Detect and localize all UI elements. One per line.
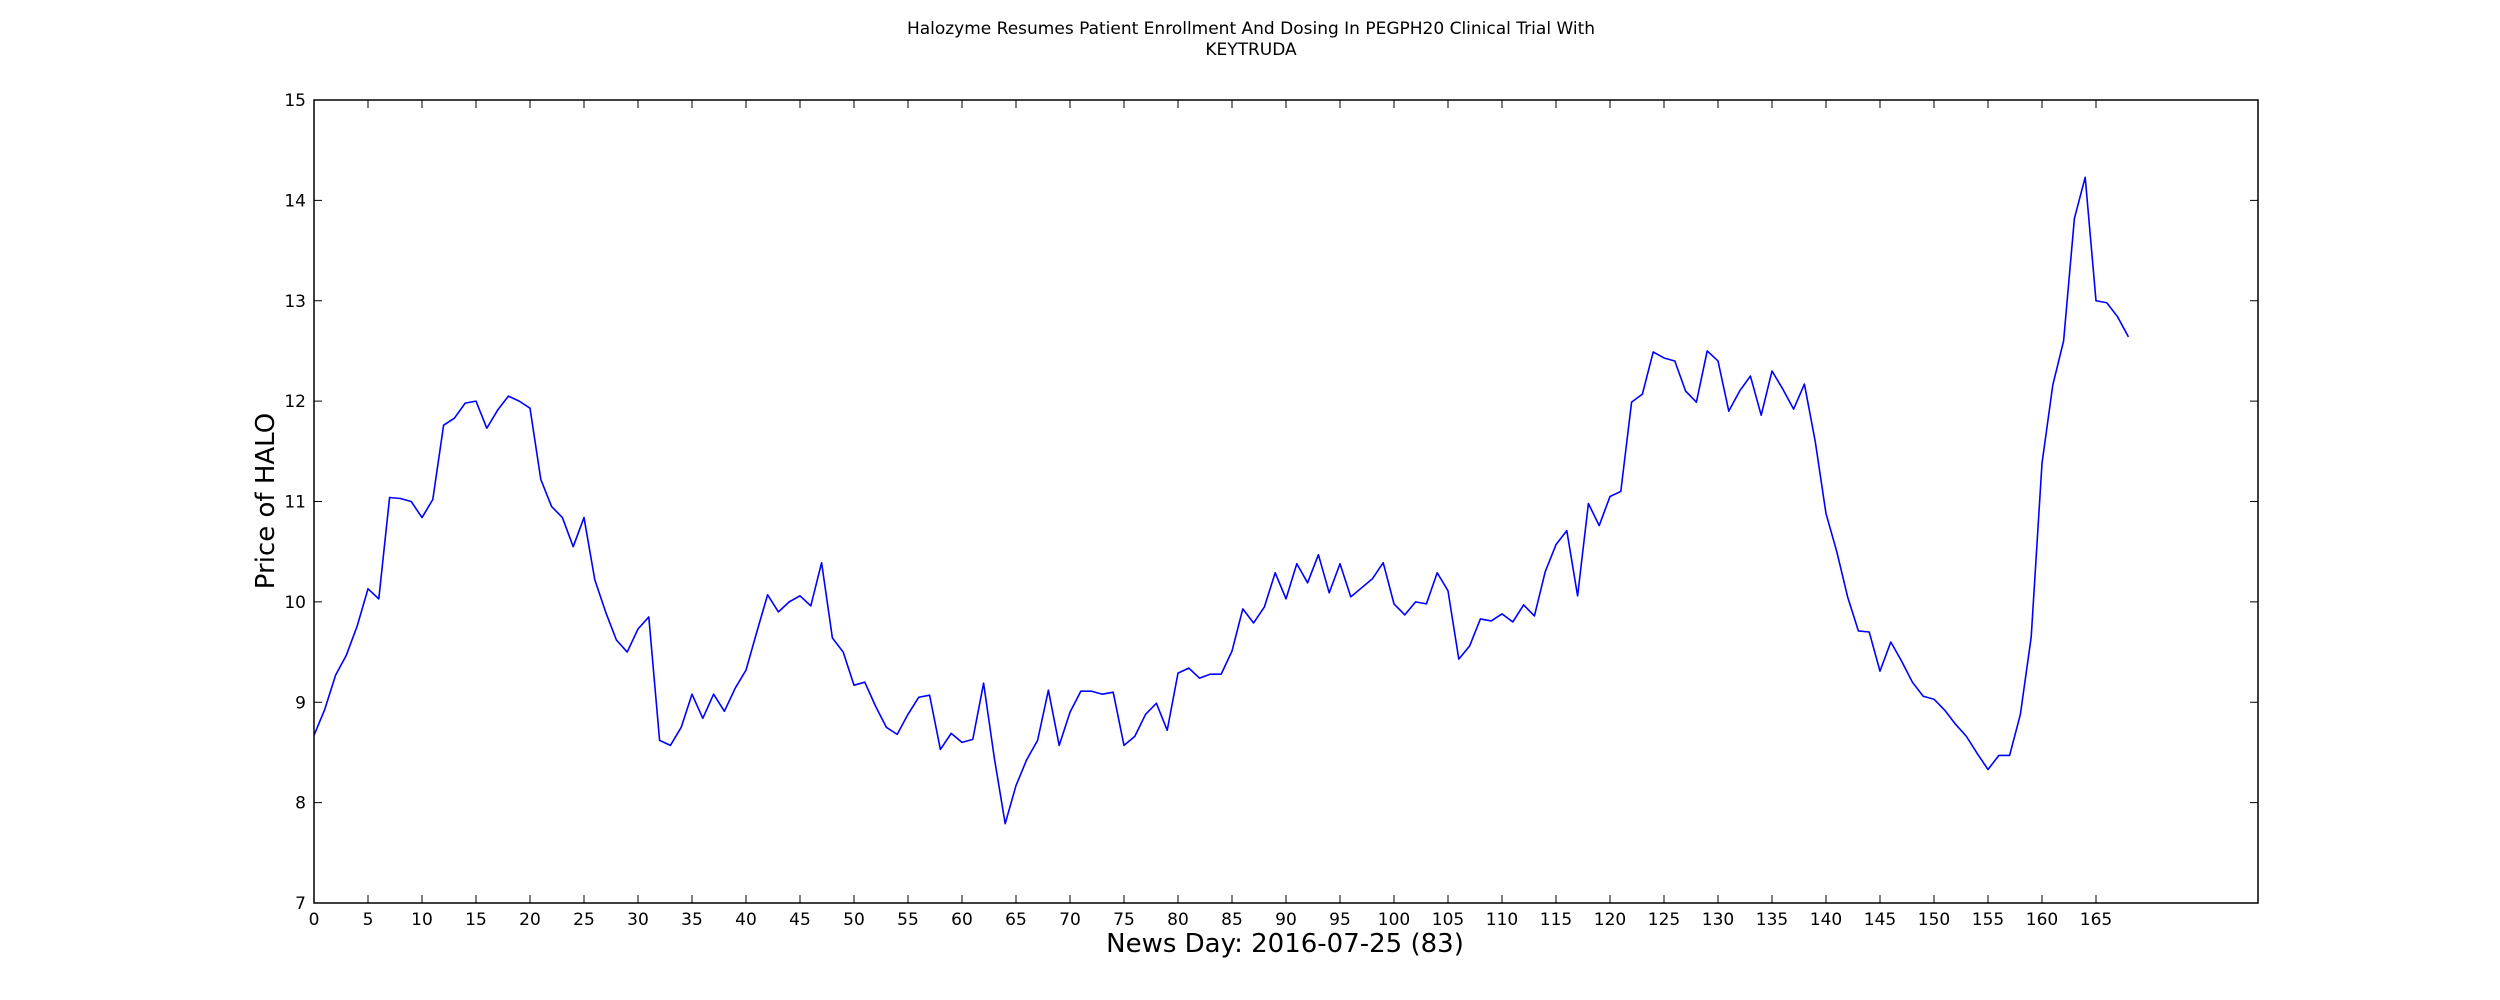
x-tick-label: 65 [1005, 910, 1027, 930]
y-tick-label: 14 [284, 191, 306, 211]
x-axis-label: News Day: 2016-07-25 (83) [1106, 929, 1464, 959]
x-tick-label: 145 [1864, 910, 1896, 930]
plot-frame [313, 99, 2259, 904]
axis-ticks [313, 99, 2258, 904]
x-tick-label: 130 [1702, 910, 1734, 930]
x-tick-label: 120 [1594, 910, 1626, 930]
x-tick-label: 165 [2080, 910, 2112, 930]
x-tick-label: 90 [1275, 910, 1297, 930]
chart-title: Halozyme Resumes Patient Enrollment And … [907, 19, 1595, 60]
x-tick-label: 160 [2026, 910, 2058, 930]
chart-title-line-1: Halozyme Resumes Patient Enrollment And … [907, 19, 1595, 39]
x-tick-label: 105 [1432, 910, 1464, 930]
x-tick-label: 20 [519, 910, 541, 930]
x-tick-label: 35 [681, 910, 703, 930]
x-tick-label: 45 [789, 910, 811, 930]
x-tick-label: 15 [465, 910, 487, 930]
x-tick-label: 80 [1167, 910, 1189, 930]
x-tick-label: 5 [363, 910, 374, 930]
x-tick-label: 95 [1329, 910, 1351, 930]
x-tick-label: 55 [897, 910, 919, 930]
x-tick-label: 140 [1810, 910, 1842, 930]
x-tick-label: 70 [1059, 910, 1081, 930]
x-tick-label: 125 [1648, 910, 1680, 930]
x-tick-label: 25 [573, 910, 595, 930]
y-tick-label: 13 [284, 292, 306, 312]
x-tick-label: 0 [309, 910, 320, 930]
x-tick-label: 50 [843, 910, 865, 930]
x-tick-label: 10 [411, 910, 433, 930]
chart-title-line-2: KEYTRUDA [1205, 40, 1297, 60]
x-tick-label: 40 [735, 910, 757, 930]
price-series [313, 176, 2130, 825]
y-tick-label: 11 [284, 493, 306, 513]
y-tick-label: 15 [284, 91, 306, 111]
x-tick-label: 30 [627, 910, 649, 930]
x-tick-label: 75 [1113, 910, 1135, 930]
y-tick-label: 12 [284, 392, 306, 412]
y-tick-label: 10 [284, 593, 306, 613]
y-tick-label: 8 [295, 794, 306, 814]
y-tick-label: 7 [295, 894, 306, 914]
x-tick-label: 150 [1918, 910, 1950, 930]
x-tick-label: 100 [1378, 910, 1410, 930]
x-tick-label: 135 [1756, 910, 1788, 930]
x-tick-label: 115 [1540, 910, 1572, 930]
y-axis-label: Price of HALO [251, 413, 281, 589]
x-tick-label: 60 [951, 910, 973, 930]
x-tick-label: 85 [1221, 910, 1243, 930]
x-tick-label: 110 [1486, 910, 1518, 930]
y-tick-label: 9 [295, 693, 306, 713]
series-line [313, 176, 2130, 825]
x-tick-label: 155 [1972, 910, 2004, 930]
axis-tick-labels: 0 5 10 15 20 25 30 35 40 45 50 55 60 65 70 75 80 85 90 95 10… [284, 91, 2112, 930]
